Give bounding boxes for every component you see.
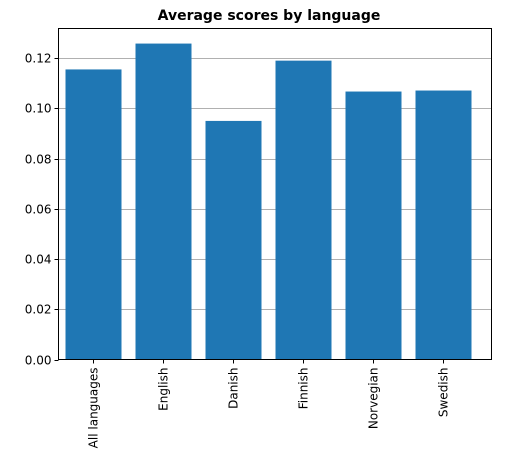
x-tick-label: Finnish <box>297 368 311 410</box>
bar <box>65 69 122 360</box>
x-tick-label: Danish <box>227 368 241 409</box>
x-tick-label: Norvegian <box>367 368 381 430</box>
y-tick-label: 0.02 <box>25 303 52 317</box>
y-tick-label: 0.08 <box>25 153 52 167</box>
bar <box>415 90 472 360</box>
bar <box>345 91 402 360</box>
x-tick-label: All languages <box>87 368 101 449</box>
y-tick-label: 0.10 <box>25 102 52 116</box>
chart-title: Average scores by language <box>158 8 381 24</box>
x-axis: All languages English Danish Finnish Norvegi… <box>87 359 451 449</box>
bar <box>205 120 262 360</box>
y-tick-label: 0.12 <box>25 52 52 66</box>
x-tick-label: English <box>157 368 171 411</box>
bars-layer <box>65 43 472 360</box>
x-tick-label: Swedish <box>437 368 451 418</box>
y-tick-label: 0.04 <box>25 253 52 267</box>
y-tick-label: 0.06 <box>25 203 52 217</box>
plot-frame <box>58 28 492 360</box>
y-tick-label: 0.00 <box>25 354 52 368</box>
y-axis: 0.00 0.02 0.04 0.06 0.08 0.10 0.12 <box>25 52 59 368</box>
bar <box>135 43 192 360</box>
bar <box>275 60 332 360</box>
